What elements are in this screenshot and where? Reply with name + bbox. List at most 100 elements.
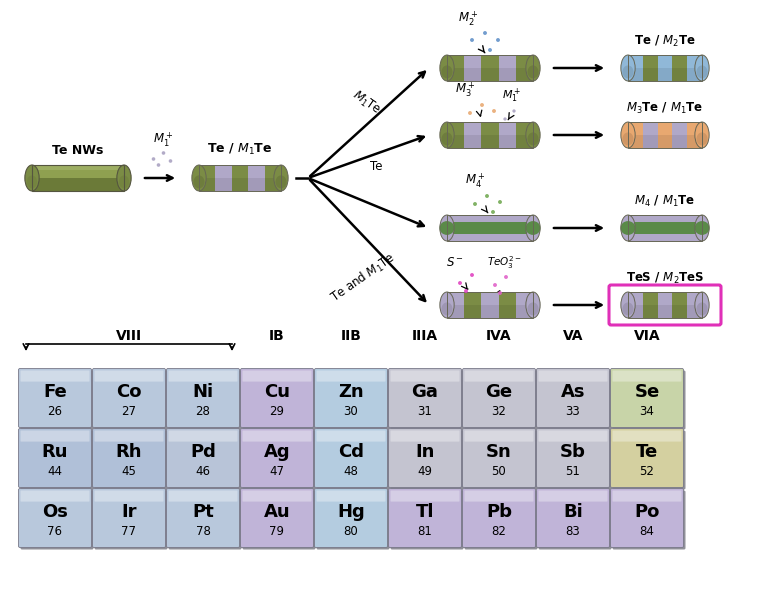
FancyBboxPatch shape [389, 488, 462, 547]
FancyBboxPatch shape [465, 430, 534, 442]
FancyBboxPatch shape [537, 488, 610, 547]
FancyBboxPatch shape [243, 491, 316, 550]
Bar [687, 55, 702, 81]
Text: 50: 50 [492, 465, 506, 478]
Bar [447, 215, 533, 241]
FancyBboxPatch shape [465, 430, 538, 489]
FancyBboxPatch shape [613, 370, 686, 429]
Text: 79: 79 [270, 525, 284, 538]
Bar [199, 165, 281, 191]
Ellipse shape [621, 215, 635, 241]
FancyBboxPatch shape [92, 488, 165, 547]
FancyBboxPatch shape [92, 429, 165, 488]
Text: Cu: Cu [264, 383, 290, 401]
Bar [32, 165, 124, 191]
FancyBboxPatch shape [243, 430, 316, 489]
Ellipse shape [491, 210, 495, 214]
Bar [498, 292, 516, 318]
Text: 28: 28 [196, 405, 210, 418]
Ellipse shape [117, 165, 131, 191]
Bar [447, 122, 464, 148]
FancyBboxPatch shape [168, 370, 237, 382]
FancyBboxPatch shape [94, 491, 164, 501]
Text: 84: 84 [640, 525, 654, 538]
Text: 33: 33 [565, 405, 581, 418]
Ellipse shape [468, 111, 472, 115]
Ellipse shape [442, 66, 452, 78]
Bar [248, 165, 265, 191]
Text: 46: 46 [196, 465, 210, 478]
Ellipse shape [464, 289, 468, 293]
Ellipse shape [528, 132, 538, 146]
Text: 27: 27 [121, 405, 137, 418]
Bar [32, 178, 124, 191]
Bar [232, 165, 248, 191]
Ellipse shape [169, 159, 172, 163]
FancyBboxPatch shape [538, 430, 607, 442]
Bar [447, 292, 533, 318]
Ellipse shape [119, 175, 129, 188]
Bar [447, 292, 464, 318]
Ellipse shape [528, 302, 538, 315]
Bar [464, 55, 482, 81]
FancyBboxPatch shape [611, 488, 684, 547]
Text: 30: 30 [343, 405, 359, 418]
Text: VIII: VIII [116, 329, 142, 343]
Bar [628, 55, 702, 81]
Text: Te: Te [636, 443, 658, 461]
Text: Cd: Cd [338, 443, 364, 461]
Bar [628, 292, 702, 318]
Ellipse shape [274, 165, 288, 191]
Text: $M_3^+$: $M_3^+$ [455, 80, 475, 99]
Text: Ir: Ir [121, 503, 137, 521]
Text: IB: IB [269, 329, 285, 343]
Text: Ga: Ga [412, 383, 439, 401]
Ellipse shape [621, 222, 634, 234]
Ellipse shape [442, 132, 452, 146]
FancyBboxPatch shape [613, 430, 686, 489]
FancyBboxPatch shape [316, 370, 389, 429]
FancyBboxPatch shape [168, 491, 237, 501]
FancyBboxPatch shape [538, 491, 611, 550]
Text: IVA: IVA [486, 329, 511, 343]
Text: Te / $M_2$Te: Te / $M_2$Te [634, 34, 696, 49]
Text: 76: 76 [48, 525, 62, 538]
Text: $M_1$Te: $M_1$Te [349, 87, 383, 118]
Ellipse shape [25, 165, 39, 191]
Bar [628, 68, 702, 81]
Bar [482, 55, 498, 81]
Text: In: In [415, 443, 435, 461]
Text: $S^-$: $S^-$ [446, 256, 464, 269]
Ellipse shape [488, 48, 492, 52]
Text: Se: Se [634, 383, 660, 401]
Bar [516, 122, 533, 148]
Text: Ge: Ge [485, 383, 512, 401]
FancyBboxPatch shape [168, 430, 241, 489]
Bar [464, 122, 482, 148]
FancyBboxPatch shape [18, 368, 91, 427]
Text: 52: 52 [640, 465, 654, 478]
FancyBboxPatch shape [243, 430, 312, 442]
Text: 26: 26 [48, 405, 62, 418]
FancyBboxPatch shape [316, 370, 386, 382]
Bar [628, 215, 702, 241]
Ellipse shape [441, 222, 453, 234]
Bar [447, 122, 533, 148]
Ellipse shape [27, 175, 37, 188]
FancyBboxPatch shape [538, 491, 607, 501]
FancyBboxPatch shape [94, 430, 164, 442]
Text: Te and $M_1$Te: Te and $M_1$Te [327, 249, 399, 306]
FancyBboxPatch shape [390, 370, 464, 429]
Bar [516, 55, 533, 81]
FancyBboxPatch shape [462, 429, 535, 488]
Bar [447, 222, 533, 234]
Bar [482, 292, 498, 318]
FancyBboxPatch shape [316, 430, 389, 489]
Ellipse shape [504, 275, 508, 279]
Text: 78: 78 [196, 525, 210, 538]
Text: Zn: Zn [338, 383, 364, 401]
FancyBboxPatch shape [465, 370, 534, 382]
FancyBboxPatch shape [611, 429, 684, 488]
FancyBboxPatch shape [537, 429, 610, 488]
Text: 80: 80 [343, 525, 359, 538]
